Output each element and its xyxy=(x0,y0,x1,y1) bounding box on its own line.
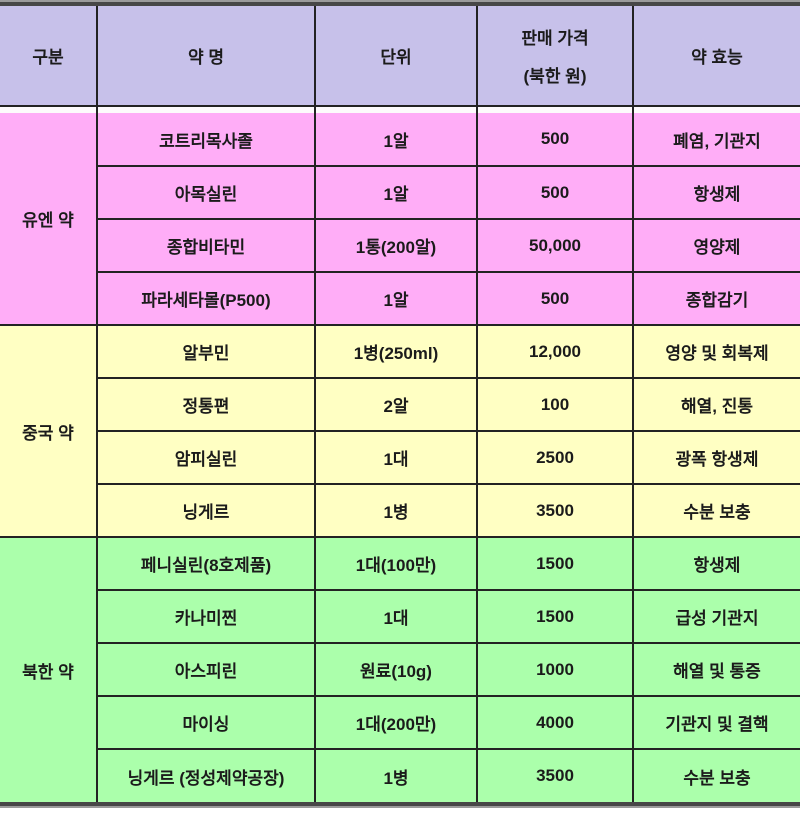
unit-cell: 1알 xyxy=(314,165,477,219)
table-row: 북한 약 페니실린(8호제품) 1대(100만) 1500 항생제 xyxy=(0,536,800,802)
table-outer-top-border xyxy=(0,0,800,6)
price-cell: 1500 xyxy=(476,536,633,590)
medicine-name-cell: 정통편 xyxy=(96,377,315,431)
medicine-name-cell: 아스피린 xyxy=(96,642,315,696)
effect-cell: 영양 및 회복제 xyxy=(632,324,800,378)
effect-cell: 수분 보충 xyxy=(632,483,800,537)
col-header-price: 판매 가격 (북한 원) xyxy=(476,6,633,107)
unit-cell: 1대(200만) xyxy=(314,695,477,749)
unit-cell: 1대 xyxy=(314,430,477,484)
table-row: 마이싱 1대(200만) 4000 기관지 및 결핵 xyxy=(0,695,800,749)
table-row: 카나미찐 1대 1500 급성 기관지 xyxy=(0,589,800,643)
unit-cell: 1알 xyxy=(314,113,477,166)
table-row: 아목실린 1알 500 항생제 xyxy=(0,165,800,219)
medicine-name-cell: 파라세타몰(P500) xyxy=(96,271,315,325)
col-header-category: 구분 xyxy=(0,6,97,107)
table-row: 유엔 약 코트리목사졸 1알 500 폐염, 기관지 xyxy=(0,113,800,325)
table-row: 중국 약 알부민 1병(250ml) 12,000 영양 및 회복제 xyxy=(0,324,800,537)
table-row: 닝게르 (정성제약공장) 1병 3500 수분 보충 xyxy=(0,748,800,802)
unit-cell: 1대 xyxy=(314,589,477,643)
col-header-medicine-name: 약 명 xyxy=(96,6,315,107)
effect-cell: 해열 및 통증 xyxy=(632,642,800,696)
price-cell: 500 xyxy=(476,165,633,219)
header-gap-cell xyxy=(314,106,477,113)
header-gap-cell xyxy=(0,106,97,113)
medicine-name-cell: 닝게르 (정성제약공장) xyxy=(96,748,315,802)
table-row: 파라세타몰(P500) 1알 500 종합감기 xyxy=(0,271,800,325)
table-row: 닝게르 1병 3500 수분 보충 xyxy=(0,483,800,537)
header-row: 구분 약 명 단위 판매 가격 (북한 원) 약 효능 xyxy=(0,6,800,107)
effect-cell: 급성 기관지 xyxy=(632,589,800,643)
price-header-line1: 판매 가격 xyxy=(521,29,589,49)
col-header-effect: 약 효능 xyxy=(632,6,800,107)
effect-cell: 종합감기 xyxy=(632,271,800,325)
unit-cell: 1통(200알) xyxy=(314,218,477,272)
unit-cell: 1병 xyxy=(314,483,477,537)
header-gap-row xyxy=(0,106,800,113)
effect-cell: 광폭 항생제 xyxy=(632,430,800,484)
price-cell: 500 xyxy=(476,271,633,325)
header-gap-cell xyxy=(96,106,315,113)
medicine-name-cell: 카나미찐 xyxy=(96,589,315,643)
medicine-name-cell: 코트리목사졸 xyxy=(96,113,315,166)
medicine-price-table: 구분 약 명 단위 판매 가격 (북한 원) 약 효능 유엔 약 코트리목사졸 1알… xyxy=(0,6,800,802)
group-label: 북한 약 xyxy=(0,536,97,802)
price-cell: 3500 xyxy=(476,748,633,802)
effect-cell: 해열, 진통 xyxy=(632,377,800,431)
group-label: 중국 약 xyxy=(0,324,97,537)
table-row: 종합비타민 1통(200알) 50,000 영양제 xyxy=(0,218,800,272)
effect-cell: 항생제 xyxy=(632,536,800,590)
effect-cell: 폐염, 기관지 xyxy=(632,113,800,166)
medicine-name-cell: 페니실린(8호제품) xyxy=(96,536,315,590)
medicine-name-cell: 닝게르 xyxy=(96,483,315,537)
table-outer-bottom-border xyxy=(0,802,800,808)
price-cell: 12,000 xyxy=(476,324,633,378)
price-cell: 500 xyxy=(476,113,633,166)
effect-cell: 항생제 xyxy=(632,165,800,219)
price-cell: 1500 xyxy=(476,589,633,643)
group-label: 유엔 약 xyxy=(0,113,97,325)
col-header-unit: 단위 xyxy=(314,6,477,107)
effect-cell: 기관지 및 결핵 xyxy=(632,695,800,749)
unit-cell: 1병(250ml) xyxy=(314,324,477,378)
unit-cell: 1병 xyxy=(314,748,477,802)
price-cell: 1000 xyxy=(476,642,633,696)
medicine-name-cell: 아목실린 xyxy=(96,165,315,219)
medicine-name-cell: 마이싱 xyxy=(96,695,315,749)
medicine-name-cell: 종합비타민 xyxy=(96,218,315,272)
price-cell: 3500 xyxy=(476,483,633,537)
price-cell: 50,000 xyxy=(476,218,633,272)
price-cell: 2500 xyxy=(476,430,633,484)
header-gap-cell xyxy=(476,106,633,113)
medicine-name-cell: 암피실린 xyxy=(96,430,315,484)
unit-cell: 1알 xyxy=(314,271,477,325)
effect-cell: 수분 보충 xyxy=(632,748,800,802)
effect-cell: 영양제 xyxy=(632,218,800,272)
header-gap-cell xyxy=(632,106,800,113)
table-row: 아스피린 원료(10g) 1000 해열 및 통증 xyxy=(0,642,800,696)
unit-cell: 2알 xyxy=(314,377,477,431)
price-cell: 4000 xyxy=(476,695,633,749)
unit-cell: 원료(10g) xyxy=(314,642,477,696)
unit-cell: 1대(100만) xyxy=(314,536,477,590)
table-row: 암피실린 1대 2500 광폭 항생제 xyxy=(0,430,800,484)
price-cell: 100 xyxy=(476,377,633,431)
price-header-line2: (북한 원) xyxy=(523,66,587,86)
table-row: 정통편 2알 100 해열, 진통 xyxy=(0,377,800,431)
medicine-name-cell: 알부민 xyxy=(96,324,315,378)
